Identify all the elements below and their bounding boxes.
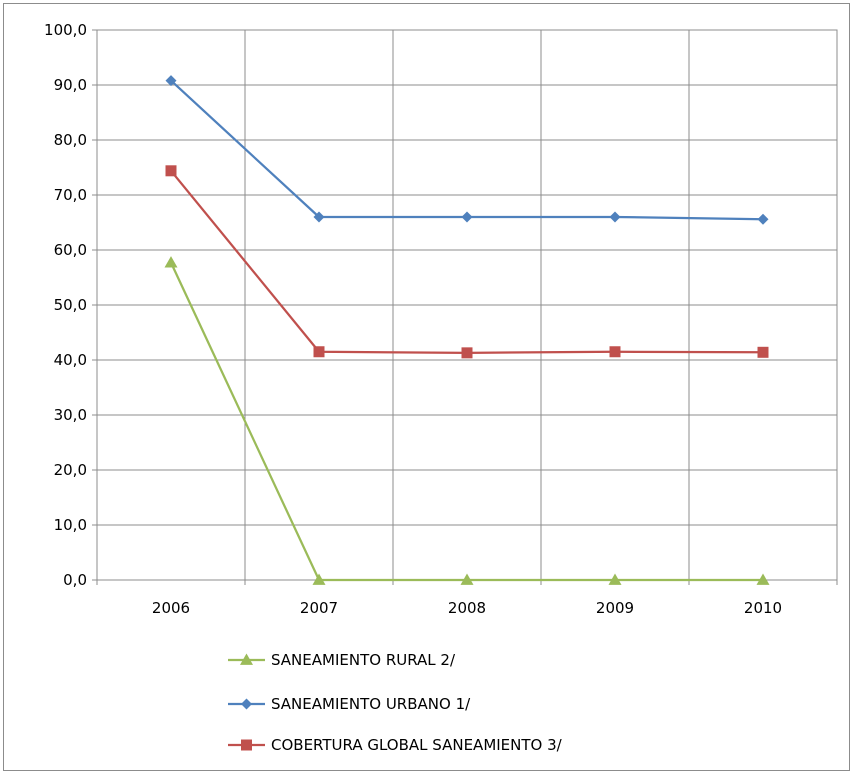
axis-layer: 0,0 10,0 20,0 30,0 40,0 50,0 60,0 70,0 80,0 90,0 1… <box>44 21 838 617</box>
legend-marker <box>240 653 253 665</box>
x-tick-label: 2009 <box>596 599 634 617</box>
y-tick-label: 80,0 <box>54 131 87 149</box>
data-point <box>461 347 473 359</box>
series-3 <box>165 165 769 359</box>
series-line <box>170 170 764 354</box>
data-point <box>609 211 621 223</box>
legend-marker <box>241 698 252 710</box>
legend: SANEAMIENTO RURAL 2/SANEAMIENTO URBANO 1… <box>228 651 563 754</box>
data-point <box>608 573 622 585</box>
x-tick-label: 2008 <box>448 599 486 617</box>
data-point <box>757 213 769 225</box>
y-tick-label: 60,0 <box>54 241 87 259</box>
legend-marker <box>241 739 252 751</box>
data-point <box>313 211 325 223</box>
data-point <box>757 346 769 358</box>
data-point <box>460 573 474 585</box>
x-tick-label: 2007 <box>300 599 338 617</box>
series-line <box>170 79 764 221</box>
data-point <box>165 75 177 87</box>
legend-entry-3: COBERTURA GLOBAL SANEAMIENTO 3/ <box>228 736 563 754</box>
y-tick-label: 10,0 <box>54 516 87 534</box>
y-tick-label: 50,0 <box>54 296 87 314</box>
data-point <box>164 256 178 268</box>
series-2 <box>165 75 769 225</box>
series-1 <box>164 256 770 585</box>
y-tick-label: 90,0 <box>54 76 87 94</box>
y-tick-label: 100,0 <box>44 21 87 39</box>
y-tick-label: 0,0 <box>63 571 87 589</box>
legend-label: SANEAMIENTO URBANO 1/ <box>271 695 471 713</box>
chart-frame <box>3 3 850 771</box>
grid-layer <box>96 29 838 581</box>
y-tick-label: 40,0 <box>54 351 87 369</box>
y-tick-label: 20,0 <box>54 461 87 479</box>
data-point <box>312 573 326 585</box>
x-tick-label: 2006 <box>152 599 190 617</box>
data-point <box>165 165 177 177</box>
legend-label: COBERTURA GLOBAL SANEAMIENTO 3/ <box>271 736 563 754</box>
y-tick-label: 30,0 <box>54 406 87 424</box>
y-tick-label: 70,0 <box>54 186 87 204</box>
data-point <box>313 346 325 358</box>
legend-entry-1: SANEAMIENTO RURAL 2/ <box>228 651 456 669</box>
data-point <box>756 573 770 585</box>
legend-entry-2: SANEAMIENTO URBANO 1/ <box>228 695 471 713</box>
legend-label: SANEAMIENTO RURAL 2/ <box>271 651 456 669</box>
series-layer <box>164 75 770 585</box>
data-point <box>609 346 621 358</box>
data-point <box>461 211 473 223</box>
series-line <box>169 262 763 582</box>
x-tick-label: 2010 <box>744 599 782 617</box>
